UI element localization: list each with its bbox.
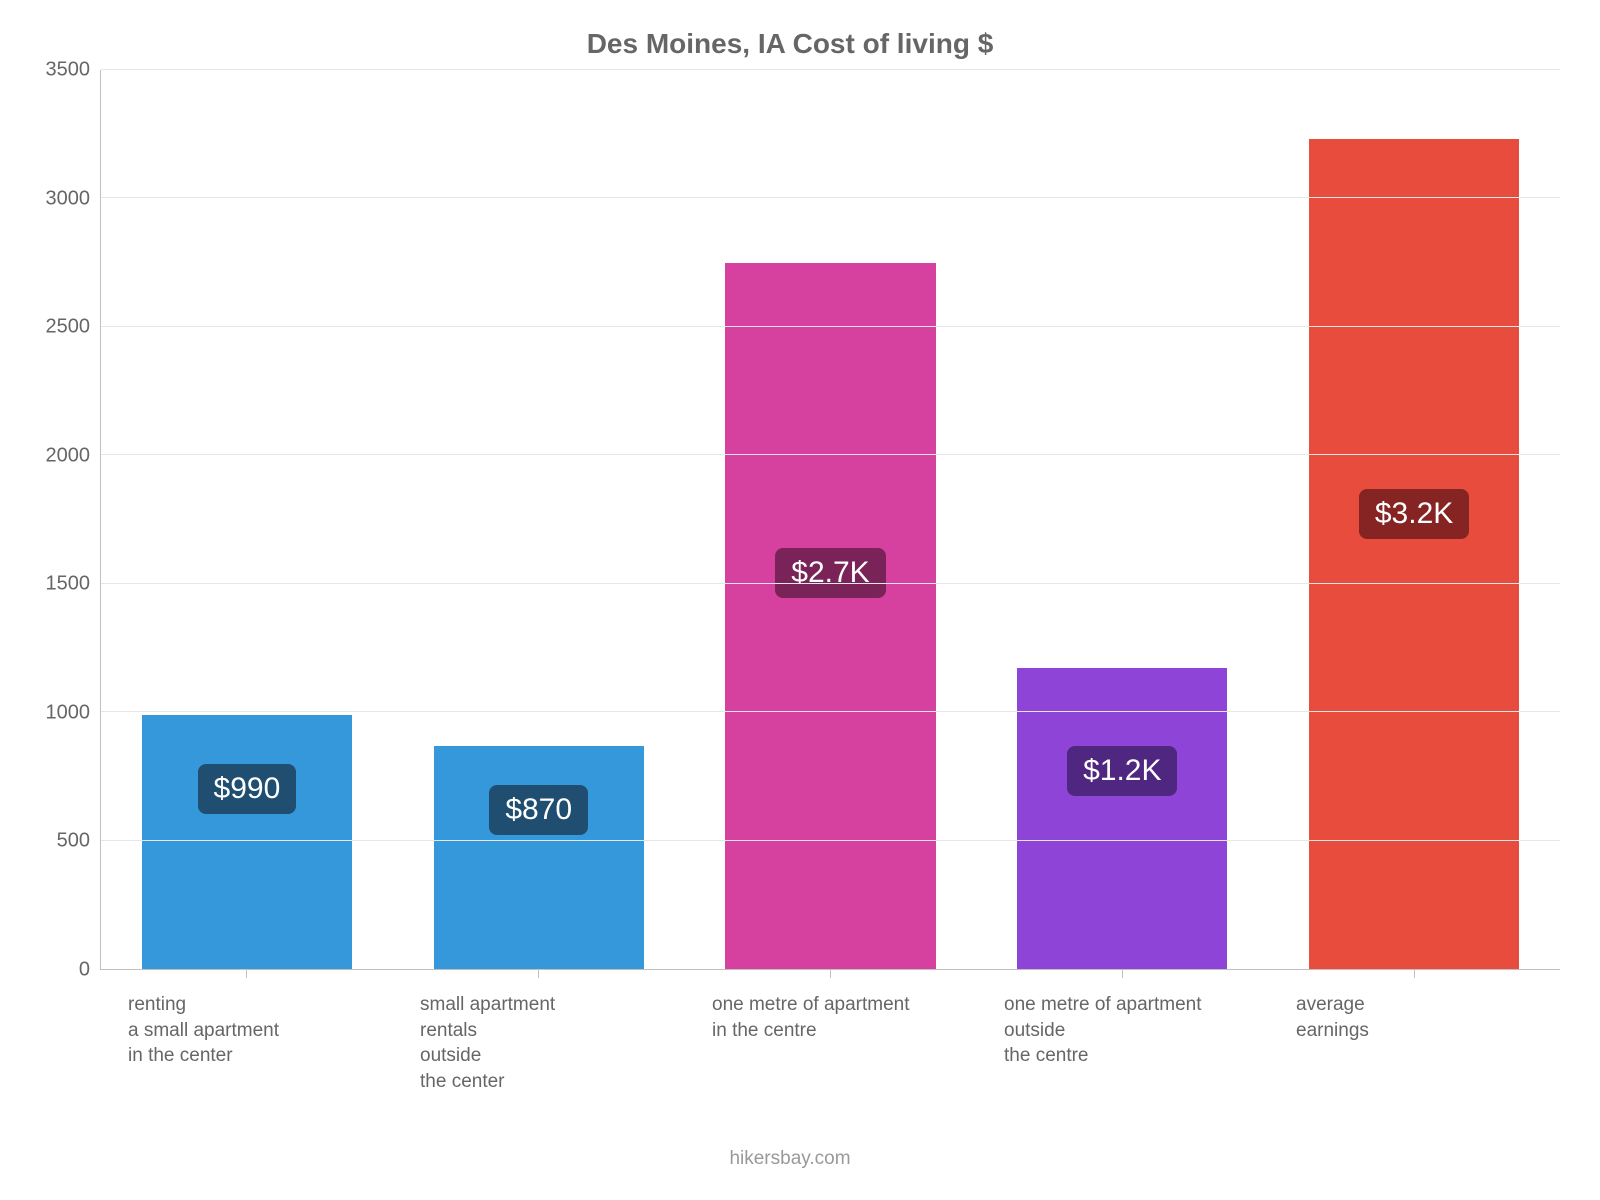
plot-area: $990 $870 $2.7K $1.2K $3.2K	[100, 70, 1560, 970]
grid-line	[101, 840, 1560, 841]
bar-slot: $3.2K	[1268, 70, 1560, 969]
bar-slot: $1.2K	[976, 70, 1268, 969]
y-axis: 0500100015002000250030003500	[20, 70, 100, 970]
y-tick-label: 1000	[46, 701, 91, 724]
x-axis-label: one metre of apartment in the centre	[684, 992, 976, 1128]
x-axis-label: small apartment rentals outside the cent…	[392, 992, 684, 1128]
y-tick-label: 2000	[46, 444, 91, 467]
bar	[434, 746, 644, 969]
x-tick-mark	[1122, 970, 1123, 978]
x-tick-slot	[684, 970, 976, 978]
value-badge: $990	[198, 764, 297, 814]
grid-line	[101, 197, 1560, 198]
y-tick-label: 3500	[46, 59, 91, 82]
footer-credit: hikersbay.com	[20, 1128, 1560, 1180]
bar	[142, 715, 352, 969]
y-tick-label: 3000	[46, 187, 91, 210]
grid-line	[101, 711, 1560, 712]
y-tick-label: 500	[57, 830, 90, 853]
bar	[1309, 139, 1519, 969]
chart-container: Des Moines, IA Cost of living $ 0 500 1000…	[0, 0, 1600, 1200]
y-tick-label: 2500	[46, 316, 91, 339]
x-tick-mark	[538, 970, 539, 978]
bar-slot: $2.7K	[685, 70, 977, 969]
x-tick-mark	[246, 970, 247, 978]
grid-line	[101, 69, 1560, 70]
grid-line	[101, 454, 1560, 455]
value-badge: $1.2K	[1067, 746, 1177, 796]
x-axis-label: renting a small apartment in the center	[100, 992, 392, 1128]
x-tick-slot	[1268, 970, 1560, 978]
value-badge-wrap: $1.2K	[976, 746, 1268, 796]
x-axis-label: one metre of apartment outside the centr…	[976, 992, 1268, 1128]
bars-layer: $990 $870 $2.7K $1.2K $3.2K	[101, 70, 1560, 969]
grid-line	[101, 583, 1560, 584]
x-tick-slot	[100, 970, 392, 978]
value-badge: $2.7K	[775, 548, 885, 598]
x-tick-slot	[392, 970, 684, 978]
chart-title: Des Moines, IA Cost of living $	[20, 20, 1560, 70]
bar	[1017, 668, 1227, 969]
value-badge-wrap: $870	[393, 785, 685, 835]
grid-line	[101, 326, 1560, 327]
bar-slot: $870	[393, 70, 685, 969]
value-badge: $3.2K	[1359, 489, 1469, 539]
value-badge-wrap: $3.2K	[1268, 489, 1560, 539]
y-tick-label: 0	[79, 959, 90, 982]
y-tick-label: 1500	[46, 573, 91, 596]
plot-row: 0500100015002000250030003500 $990$870$2.…	[20, 70, 1560, 970]
x-labels-row: renting a small apartment in the centers…	[100, 978, 1560, 1128]
value-badge: $870	[489, 785, 588, 835]
x-tick-slot	[976, 970, 1268, 978]
bar	[725, 263, 935, 969]
bar-slot: $990	[101, 70, 393, 969]
x-tick-mark	[830, 970, 831, 978]
x-tick-row	[100, 970, 1560, 978]
x-axis-label: average earnings	[1268, 992, 1560, 1128]
value-badge-wrap: $2.7K	[685, 548, 977, 598]
x-tick-mark	[1414, 970, 1415, 978]
value-badge-wrap: $990	[101, 764, 393, 814]
